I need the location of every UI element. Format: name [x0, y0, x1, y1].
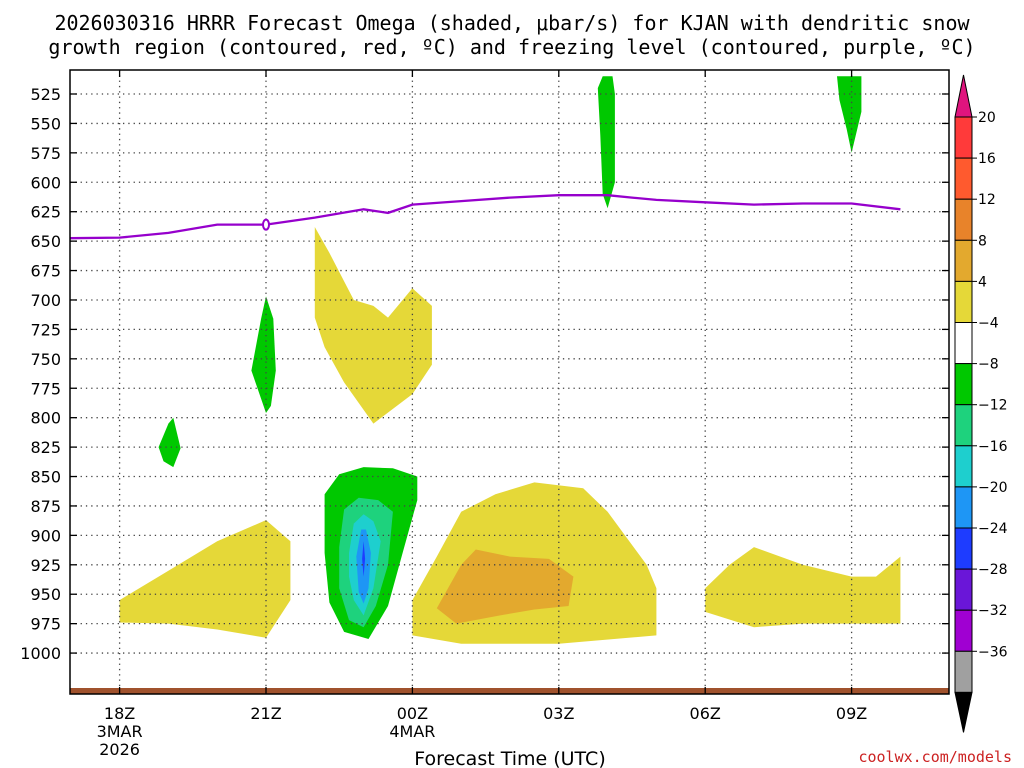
colorbar-tick-label: −36 [978, 644, 1008, 660]
ground-surface [70, 688, 949, 694]
colorbar-top-arrow [954, 74, 973, 118]
omega-region-green [251, 296, 276, 413]
colorbar-segment [954, 239, 973, 282]
colorbar-segment [954, 157, 973, 200]
x-tick-sublabel: 4MAR [389, 722, 435, 741]
colorbar-segment [954, 322, 973, 365]
colorbar-segment [954, 650, 973, 693]
colorbar-segment [954, 486, 973, 529]
x-tick-label: 09Z [836, 704, 867, 723]
colorbar-segment [954, 445, 973, 488]
x-tick-label: 18Z [104, 704, 135, 723]
x-tick-sublabel: 2026 [99, 740, 140, 759]
colorbar-tick-label: −28 [978, 562, 1008, 578]
colorbar-tick-label: −8 [978, 357, 999, 373]
chart-title-line-1: 2026030316 HRRR Forecast Omega (shaded, … [54, 11, 970, 35]
colorbar-tick-label: −20 [978, 480, 1008, 496]
plot-frame [69, 69, 950, 695]
colorbar-tick-label: −12 [978, 398, 1008, 414]
colorbar-segment [954, 527, 973, 570]
omega-region-yellow [314, 227, 432, 424]
omega-region-orange [436, 549, 574, 624]
y-tick-label: 825 [30, 438, 61, 457]
colorbar-segment [954, 404, 973, 447]
x-tick-label: 03Z [543, 704, 574, 723]
y-tick-label: 575 [30, 144, 61, 163]
y-tick-label: 875 [30, 497, 61, 516]
omega-region-yellow [119, 520, 291, 638]
y-tick-label: 625 [30, 203, 61, 222]
colorbar-segment [954, 363, 973, 406]
x-tick-sublabel: 3MAR [97, 722, 143, 741]
colorbar-tick-label: −24 [978, 521, 1008, 537]
colorbar-tick-label: −4 [978, 316, 999, 332]
freezing-level-marker [262, 218, 270, 231]
colorbar-tick-label: 8 [978, 233, 987, 249]
colorbar-tick-label: 20 [978, 110, 996, 126]
omega-region-green [158, 417, 181, 468]
y-tick-label: 850 [30, 468, 61, 487]
x-tick-label: 21Z [250, 704, 281, 723]
y-tick-label: 900 [30, 526, 61, 545]
colorbar-tick-label: 16 [978, 151, 996, 167]
colorbar-segment [954, 280, 973, 323]
gridlines [70, 70, 949, 694]
y-tick-label: 775 [30, 379, 61, 398]
omega-region-dark_blue [362, 541, 366, 577]
x-tick-label: 06Z [690, 704, 721, 723]
colorbar-tick-label: −32 [978, 603, 1008, 619]
colorbar-tick-label: 4 [978, 274, 987, 290]
y-tick-label: 675 [30, 262, 61, 281]
omega-region-green [837, 76, 862, 153]
y-tick-label: 1000 [20, 644, 61, 663]
y-tick-label: 750 [30, 350, 61, 369]
freezing-level [70, 194, 901, 240]
colorbar-tick-label: −16 [978, 439, 1008, 455]
y-axis: 525 550 575 600 625 650 675 700 725 750 775 800 825 8… [20, 85, 949, 663]
y-tick-label: 725 [30, 320, 61, 339]
plot-area [70, 70, 949, 694]
omega-shading [119, 76, 901, 644]
credit-text: coolwx.com/models [858, 748, 1012, 766]
freezing-level-line [70, 194, 901, 240]
chart-title-line-2: growth region (contoured, red, ºC) and f… [48, 35, 975, 59]
y-tick-label: 975 [30, 615, 61, 634]
x-axis-label: Forecast Time (UTC) [414, 748, 605, 768]
colorbar: 20 16 12 8 4 −4 −8 −12 −16 −20 −24 −28 −32 −36 [954, 74, 1008, 733]
colorbar-tick-label: 12 [978, 192, 996, 208]
y-tick-label: 925 [30, 556, 61, 575]
colorbar-bottom-arrow [954, 691, 973, 733]
colorbar-segment [954, 568, 973, 611]
omega-region-yellow [705, 547, 901, 628]
y-tick-label: 950 [30, 585, 61, 604]
y-tick-label: 800 [30, 409, 61, 428]
y-tick-label: 700 [30, 291, 61, 310]
y-tick-label: 525 [30, 85, 61, 104]
colorbar-segment [954, 609, 973, 652]
y-tick-label: 650 [30, 232, 61, 251]
colorbar-segment [954, 116, 973, 159]
omega-region-green [597, 76, 615, 209]
x-tick-label: 00Z [397, 704, 428, 723]
colorbar-segment [954, 198, 973, 241]
y-tick-label: 600 [30, 173, 61, 192]
y-tick-label: 550 [30, 114, 61, 133]
